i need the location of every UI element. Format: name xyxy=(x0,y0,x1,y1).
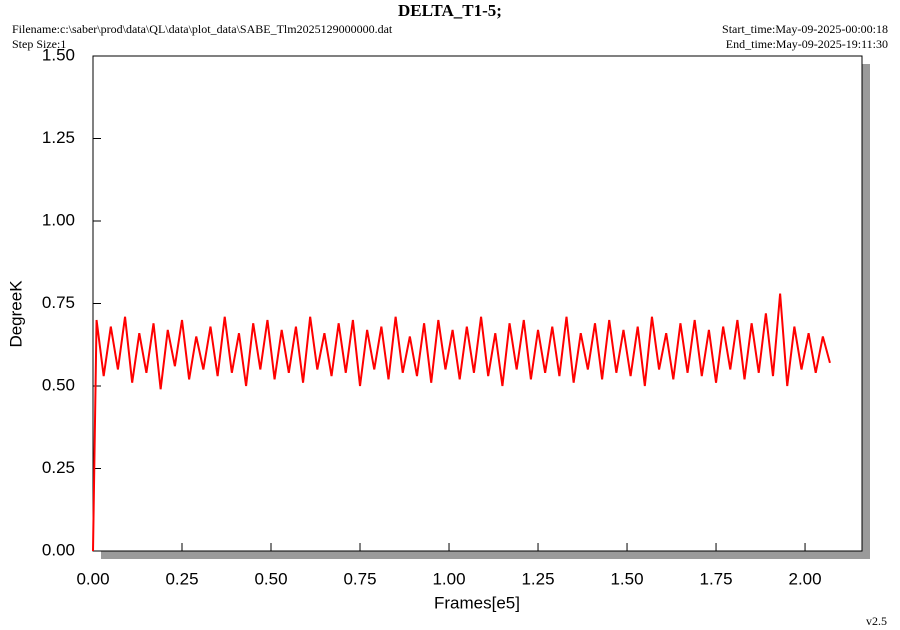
x-tick-label: 1.00 xyxy=(432,569,465,588)
x-tick-label: 2.00 xyxy=(788,569,821,588)
y-tick-label: 0.25 xyxy=(42,458,75,477)
chart-title: DELTA_T1-5; xyxy=(398,1,502,20)
x-tick-label: 0.75 xyxy=(343,569,376,588)
filename: Filename:c:\saber\prod\data\QL\data\plot… xyxy=(12,22,393,36)
data-line xyxy=(92,293,831,552)
y-tick-label: 1.00 xyxy=(42,210,75,229)
end-time: End_time:May-09-2025-19:11:30 xyxy=(726,37,888,51)
x-tick-label: 0.25 xyxy=(165,569,198,588)
x-tick-label: 0.00 xyxy=(76,569,109,588)
start-time: Start_time:May-09-2025-00:00:18 xyxy=(722,22,888,36)
y-tick-label: 1.50 xyxy=(42,45,75,64)
step-size: Step Size:1 xyxy=(12,37,66,51)
y-tick-label: 0.75 xyxy=(42,293,75,312)
x-tick-label: 1.25 xyxy=(521,569,554,588)
y-axis-label: DegreeK xyxy=(6,280,25,348)
x-tick-label: 1.50 xyxy=(610,569,643,588)
y-tick-label: 0.50 xyxy=(42,375,75,394)
x-tick-label: 0.50 xyxy=(254,569,287,588)
x-tick-label: 1.75 xyxy=(699,569,732,588)
version: v2.5 xyxy=(866,614,887,628)
y-tick-label: 0.00 xyxy=(42,540,75,559)
y-tick-label: 1.25 xyxy=(42,128,75,147)
plot-area xyxy=(92,55,863,552)
x-axis-label: Frames[e5] xyxy=(434,593,520,612)
